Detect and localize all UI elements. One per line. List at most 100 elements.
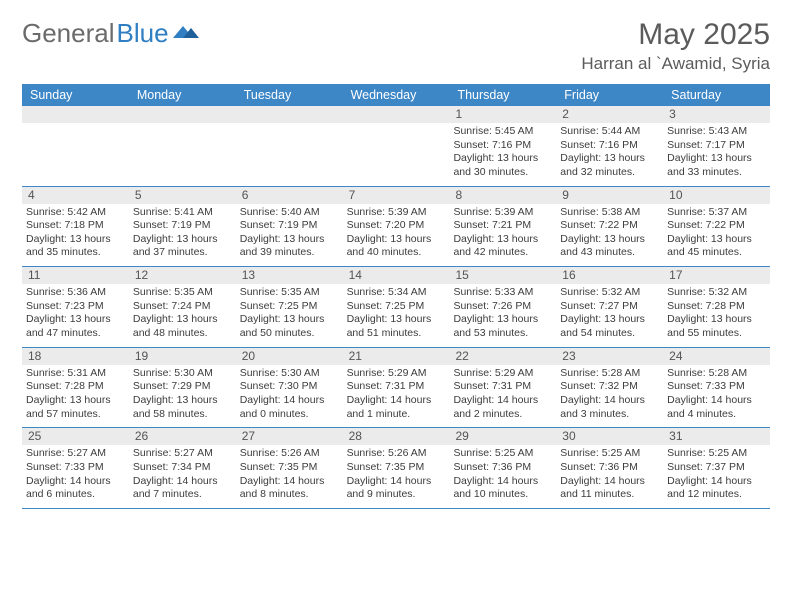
sunrise-line: Sunrise: 5:25 AM [560, 447, 659, 461]
sunset-line: Sunset: 7:26 PM [453, 300, 552, 314]
day-cell [129, 106, 236, 186]
day-cell: 25Sunrise: 5:27 AMSunset: 7:33 PMDayligh… [22, 428, 129, 508]
day-number: 13 [236, 267, 343, 284]
day-cell: 12Sunrise: 5:35 AMSunset: 7:24 PMDayligh… [129, 267, 236, 347]
day-details: Sunrise: 5:41 AMSunset: 7:19 PMDaylight:… [129, 204, 236, 267]
arrow-icon [173, 18, 199, 49]
sunrise-line: Sunrise: 5:38 AM [560, 206, 659, 220]
day-cell: 22Sunrise: 5:29 AMSunset: 7:31 PMDayligh… [449, 348, 556, 428]
day-cell: 28Sunrise: 5:26 AMSunset: 7:35 PMDayligh… [343, 428, 450, 508]
day-details: Sunrise: 5:28 AMSunset: 7:32 PMDaylight:… [556, 365, 663, 428]
day-details: Sunrise: 5:35 AMSunset: 7:25 PMDaylight:… [236, 284, 343, 347]
sunset-line: Sunset: 7:18 PM [26, 219, 125, 233]
sunrise-line: Sunrise: 5:40 AM [240, 206, 339, 220]
day-details: Sunrise: 5:45 AMSunset: 7:16 PMDaylight:… [449, 123, 556, 186]
day-details: Sunrise: 5:34 AMSunset: 7:25 PMDaylight:… [343, 284, 450, 347]
daylight-line: Daylight: 13 hours and 51 minutes. [347, 313, 446, 340]
day-details: Sunrise: 5:32 AMSunset: 7:27 PMDaylight:… [556, 284, 663, 347]
day-details [129, 123, 236, 185]
day-number: 24 [663, 348, 770, 365]
sunset-line: Sunset: 7:31 PM [347, 380, 446, 394]
day-cell: 18Sunrise: 5:31 AMSunset: 7:28 PMDayligh… [22, 348, 129, 428]
daylight-line: Daylight: 13 hours and 33 minutes. [667, 152, 766, 179]
day-cell: 31Sunrise: 5:25 AMSunset: 7:37 PMDayligh… [663, 428, 770, 508]
sunrise-line: Sunrise: 5:32 AM [560, 286, 659, 300]
sunset-line: Sunset: 7:29 PM [133, 380, 232, 394]
sunrise-line: Sunrise: 5:26 AM [240, 447, 339, 461]
calendar-page: GeneralBlue May 2025 Harran al `Awamid, … [0, 0, 792, 527]
sunrise-line: Sunrise: 5:36 AM [26, 286, 125, 300]
dow-cell: Sunday [22, 84, 129, 106]
dow-cell: Tuesday [236, 84, 343, 106]
day-number: 22 [449, 348, 556, 365]
day-details: Sunrise: 5:40 AMSunset: 7:19 PMDaylight:… [236, 204, 343, 267]
calendar-week: 18Sunrise: 5:31 AMSunset: 7:28 PMDayligh… [22, 348, 770, 429]
day-cell: 17Sunrise: 5:32 AMSunset: 7:28 PMDayligh… [663, 267, 770, 347]
dow-cell: Friday [556, 84, 663, 106]
location-subtitle: Harran al `Awamid, Syria [581, 54, 770, 74]
day-details: Sunrise: 5:27 AMSunset: 7:34 PMDaylight:… [129, 445, 236, 508]
day-details: Sunrise: 5:32 AMSunset: 7:28 PMDaylight:… [663, 284, 770, 347]
day-cell: 8Sunrise: 5:39 AMSunset: 7:21 PMDaylight… [449, 187, 556, 267]
day-details: Sunrise: 5:30 AMSunset: 7:29 PMDaylight:… [129, 365, 236, 428]
day-cell: 5Sunrise: 5:41 AMSunset: 7:19 PMDaylight… [129, 187, 236, 267]
day-cell: 16Sunrise: 5:32 AMSunset: 7:27 PMDayligh… [556, 267, 663, 347]
sunset-line: Sunset: 7:31 PM [453, 380, 552, 394]
day-details: Sunrise: 5:25 AMSunset: 7:36 PMDaylight:… [556, 445, 663, 508]
sunrise-line: Sunrise: 5:30 AM [133, 367, 232, 381]
sunrise-line: Sunrise: 5:33 AM [453, 286, 552, 300]
day-details: Sunrise: 5:39 AMSunset: 7:21 PMDaylight:… [449, 204, 556, 267]
calendar-week: 4Sunrise: 5:42 AMSunset: 7:18 PMDaylight… [22, 187, 770, 268]
day-details: Sunrise: 5:39 AMSunset: 7:20 PMDaylight:… [343, 204, 450, 267]
day-cell: 21Sunrise: 5:29 AMSunset: 7:31 PMDayligh… [343, 348, 450, 428]
day-details: Sunrise: 5:26 AMSunset: 7:35 PMDaylight:… [343, 445, 450, 508]
daylight-line: Daylight: 14 hours and 10 minutes. [453, 475, 552, 502]
sunset-line: Sunset: 7:20 PM [347, 219, 446, 233]
day-number: 5 [129, 187, 236, 204]
day-cell: 30Sunrise: 5:25 AMSunset: 7:36 PMDayligh… [556, 428, 663, 508]
day-number: 4 [22, 187, 129, 204]
sunset-line: Sunset: 7:37 PM [667, 461, 766, 475]
day-number: 29 [449, 428, 556, 445]
day-number: 15 [449, 267, 556, 284]
sunrise-line: Sunrise: 5:31 AM [26, 367, 125, 381]
sunset-line: Sunset: 7:36 PM [453, 461, 552, 475]
sunset-line: Sunset: 7:23 PM [26, 300, 125, 314]
day-details: Sunrise: 5:30 AMSunset: 7:30 PMDaylight:… [236, 365, 343, 428]
sunset-line: Sunset: 7:27 PM [560, 300, 659, 314]
sunset-line: Sunset: 7:25 PM [347, 300, 446, 314]
day-number: 14 [343, 267, 450, 284]
dow-cell: Wednesday [343, 84, 450, 106]
day-cell: 23Sunrise: 5:28 AMSunset: 7:32 PMDayligh… [556, 348, 663, 428]
day-cell: 13Sunrise: 5:35 AMSunset: 7:25 PMDayligh… [236, 267, 343, 347]
sunrise-line: Sunrise: 5:34 AM [347, 286, 446, 300]
daylight-line: Daylight: 13 hours and 37 minutes. [133, 233, 232, 260]
day-cell: 27Sunrise: 5:26 AMSunset: 7:35 PMDayligh… [236, 428, 343, 508]
daylight-line: Daylight: 14 hours and 11 minutes. [560, 475, 659, 502]
daylight-line: Daylight: 13 hours and 43 minutes. [560, 233, 659, 260]
day-cell: 15Sunrise: 5:33 AMSunset: 7:26 PMDayligh… [449, 267, 556, 347]
day-cell: 4Sunrise: 5:42 AMSunset: 7:18 PMDaylight… [22, 187, 129, 267]
daylight-line: Daylight: 13 hours and 45 minutes. [667, 233, 766, 260]
day-of-week-header: SundayMondayTuesdayWednesdayThursdayFrid… [22, 84, 770, 106]
daylight-line: Daylight: 14 hours and 7 minutes. [133, 475, 232, 502]
day-number [22, 106, 129, 123]
sunrise-line: Sunrise: 5:30 AM [240, 367, 339, 381]
day-cell: 14Sunrise: 5:34 AMSunset: 7:25 PMDayligh… [343, 267, 450, 347]
day-cell: 29Sunrise: 5:25 AMSunset: 7:36 PMDayligh… [449, 428, 556, 508]
day-cell: 7Sunrise: 5:39 AMSunset: 7:20 PMDaylight… [343, 187, 450, 267]
daylight-line: Daylight: 13 hours and 47 minutes. [26, 313, 125, 340]
day-number: 23 [556, 348, 663, 365]
daylight-line: Daylight: 13 hours and 35 minutes. [26, 233, 125, 260]
dow-cell: Monday [129, 84, 236, 106]
sunset-line: Sunset: 7:33 PM [26, 461, 125, 475]
sunset-line: Sunset: 7:16 PM [453, 139, 552, 153]
day-cell: 6Sunrise: 5:40 AMSunset: 7:19 PMDaylight… [236, 187, 343, 267]
sunrise-line: Sunrise: 5:37 AM [667, 206, 766, 220]
daylight-line: Daylight: 14 hours and 9 minutes. [347, 475, 446, 502]
daylight-line: Daylight: 14 hours and 1 minute. [347, 394, 446, 421]
sunset-line: Sunset: 7:35 PM [347, 461, 446, 475]
sunrise-line: Sunrise: 5:45 AM [453, 125, 552, 139]
calendar-week: 1Sunrise: 5:45 AMSunset: 7:16 PMDaylight… [22, 106, 770, 187]
calendar-grid: 1Sunrise: 5:45 AMSunset: 7:16 PMDaylight… [22, 106, 770, 509]
